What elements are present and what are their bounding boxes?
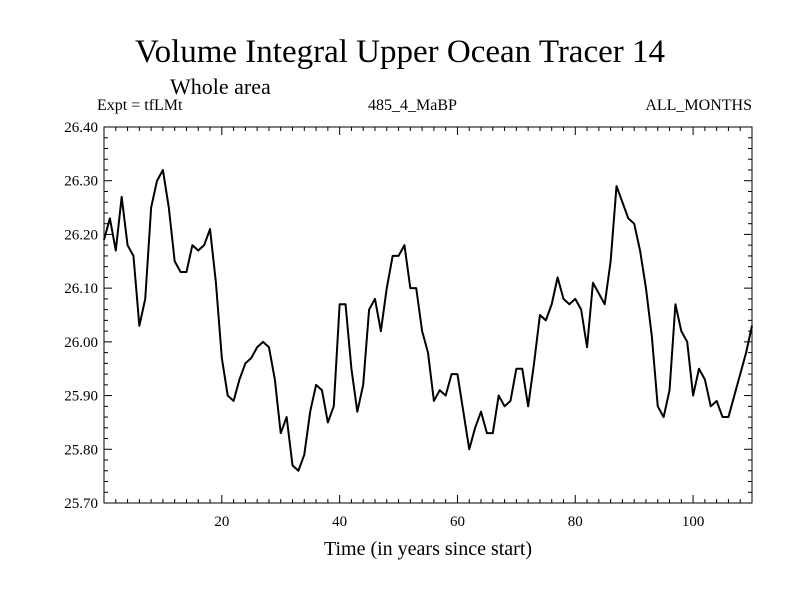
experiment-label: Expt = tfLMt [97,97,183,114]
y-tick-label: 26.40 [64,120,98,136]
x-tick-label: 60 [450,514,465,530]
y-tick-label: 26.00 [64,335,98,351]
x-axis-label: Time (in years since start) [324,538,532,560]
y-tick-label: 25.90 [64,389,98,405]
series-line [103,168,753,472]
chart-title: Volume Integral Upper Ocean Tracer 14 [135,34,665,70]
x-tick-label: 40 [332,514,347,530]
x-tick-label: 100 [682,514,705,530]
y-tick-label: 26.10 [64,281,98,297]
run-label: 485_4_MaBP [368,97,457,114]
x-tick-label: 20 [214,514,229,530]
plot-frame [103,126,753,504]
y-tick-label: 25.80 [64,442,98,458]
chart-subtitle: Whole area [170,74,271,99]
y-tick-label: 26.30 [64,174,98,190]
y-tick-label: 26.20 [64,227,98,243]
x-tick-label: 80 [568,514,583,530]
months-label: ALL_MONTHS [645,97,752,114]
axis-tick-labels: 25.70 25.80 25.90 26.00 26.10 26.20 26.30 26.40… [64,120,704,530]
axis-ticks [104,126,752,504]
y-tick-label: 25.70 [64,496,98,512]
